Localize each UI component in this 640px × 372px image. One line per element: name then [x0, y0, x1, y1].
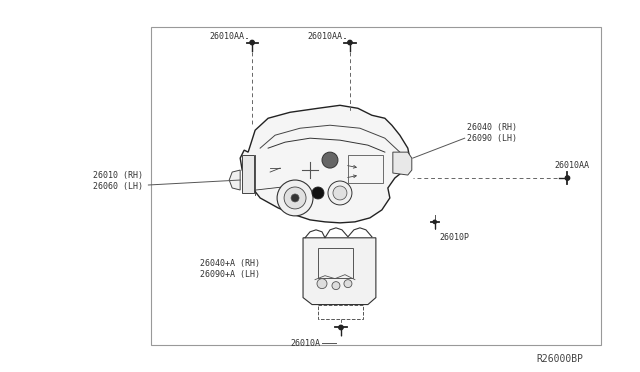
Circle shape: [332, 282, 340, 290]
Text: 26010AA: 26010AA: [307, 32, 342, 41]
Text: R26000BP: R26000BP: [536, 354, 583, 364]
Text: 26060 (LH): 26060 (LH): [93, 182, 143, 191]
Text: 26010A: 26010A: [290, 339, 320, 348]
Circle shape: [433, 220, 436, 224]
Polygon shape: [393, 152, 412, 175]
Circle shape: [339, 325, 343, 330]
Polygon shape: [240, 105, 410, 223]
Polygon shape: [229, 170, 240, 190]
Text: 26010AA: 26010AA: [554, 161, 589, 170]
Circle shape: [250, 40, 254, 45]
Circle shape: [328, 181, 352, 205]
Text: 26010AA: 26010AA: [209, 32, 244, 41]
Circle shape: [348, 40, 352, 45]
Circle shape: [322, 152, 338, 168]
Text: 26090 (LH): 26090 (LH): [467, 134, 516, 143]
Circle shape: [284, 187, 306, 209]
Bar: [242, 155, 254, 193]
Polygon shape: [303, 238, 376, 305]
Bar: [348, 155, 383, 183]
Text: 26040 (RH): 26040 (RH): [467, 123, 516, 132]
Text: 26090+A (LH): 26090+A (LH): [200, 270, 260, 279]
Circle shape: [312, 187, 324, 199]
Text: 26040+A (RH): 26040+A (RH): [200, 259, 260, 268]
Circle shape: [291, 194, 299, 202]
Circle shape: [317, 279, 327, 289]
Bar: [151, 27, 601, 345]
Bar: [318, 305, 363, 320]
Text: 26010P: 26010P: [440, 233, 470, 242]
Text: 26010 (RH): 26010 (RH): [93, 171, 143, 180]
Circle shape: [333, 186, 347, 200]
Bar: [318, 248, 353, 278]
Circle shape: [277, 180, 313, 216]
Circle shape: [344, 280, 352, 288]
Circle shape: [565, 176, 570, 180]
